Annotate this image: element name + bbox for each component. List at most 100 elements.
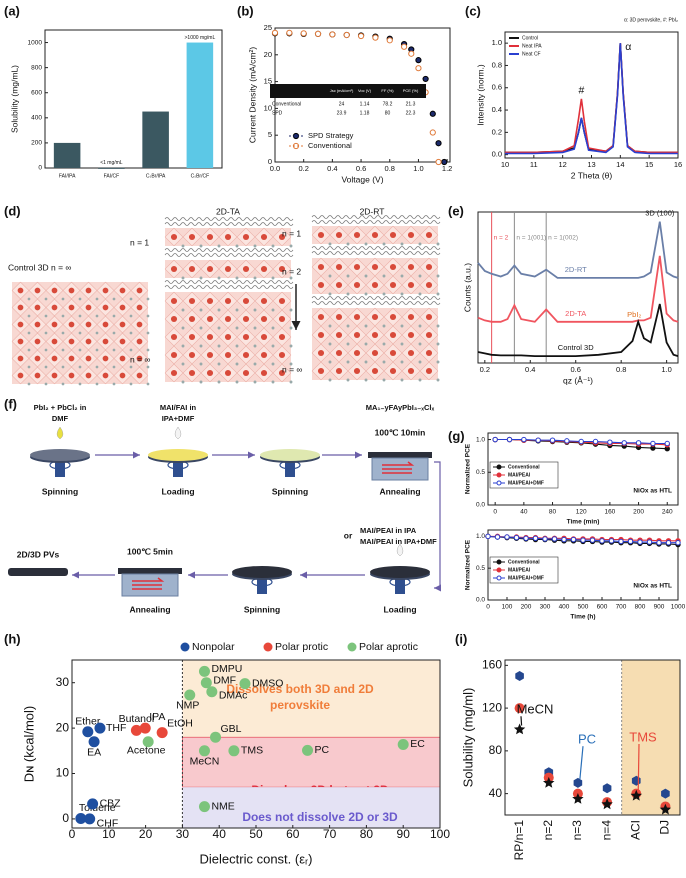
legend-label: Neat IPA bbox=[522, 43, 542, 49]
heater bbox=[132, 577, 165, 590]
lead-atom bbox=[371, 313, 379, 321]
lead-atom bbox=[136, 304, 143, 311]
data-point bbox=[646, 539, 653, 545]
x-tick-label: 120 bbox=[576, 509, 587, 516]
x-tick-label: 13 bbox=[587, 160, 595, 169]
annotation-line bbox=[637, 744, 640, 790]
cation bbox=[289, 380, 293, 384]
x-tick-label: 20 bbox=[139, 827, 153, 841]
y-tick-label: 0 bbox=[268, 157, 272, 166]
data-point bbox=[94, 722, 106, 734]
cation bbox=[217, 326, 221, 330]
cation bbox=[418, 378, 422, 382]
lead-atom bbox=[188, 315, 196, 323]
lead-atom bbox=[85, 287, 92, 294]
annotation-line bbox=[520, 716, 523, 726]
y-tick-label: 20 bbox=[264, 50, 272, 59]
label: Control 3D n = ∞ bbox=[8, 262, 71, 272]
legend-label: MAI/PEAI bbox=[508, 472, 531, 478]
cation bbox=[27, 365, 31, 369]
y-tick-label: 1.0 bbox=[492, 38, 502, 47]
cation bbox=[382, 292, 386, 296]
lead-atom bbox=[224, 333, 232, 341]
lead-atom bbox=[425, 231, 433, 239]
point-label: Butanol bbox=[119, 713, 155, 725]
label: n = ∞ bbox=[130, 354, 150, 364]
region-label: perovskite bbox=[270, 698, 330, 712]
panel-label: (g) bbox=[448, 428, 465, 443]
cation bbox=[199, 380, 203, 384]
lead-atom bbox=[407, 313, 415, 321]
legend-marker bbox=[347, 642, 357, 652]
x-tick-label: 0.2 bbox=[480, 365, 490, 374]
coater-disk bbox=[30, 449, 90, 461]
cation bbox=[328, 378, 332, 382]
lead-atom bbox=[335, 331, 343, 339]
lead-atom bbox=[389, 313, 397, 321]
cation bbox=[44, 314, 48, 318]
coater-disk bbox=[260, 449, 320, 461]
x-tick-label: 10 bbox=[501, 160, 509, 169]
x-axis-label: 2 Theta (θ) bbox=[571, 170, 613, 180]
x-tick-label: FAI/IPA bbox=[59, 173, 76, 179]
device bbox=[8, 568, 68, 576]
lead-atom bbox=[224, 315, 232, 323]
data-point bbox=[635, 440, 642, 446]
lead-atom bbox=[206, 333, 214, 341]
y-axis-label: Solubility (mg/ml) bbox=[460, 688, 475, 788]
legend-marker bbox=[496, 472, 502, 478]
data-point bbox=[302, 744, 314, 756]
lead-atom bbox=[335, 281, 343, 289]
y-axis-label: Intensity (norm.) bbox=[475, 64, 485, 126]
cation bbox=[235, 326, 239, 330]
data-line bbox=[505, 43, 678, 154]
series-label: Control 3D bbox=[558, 343, 594, 352]
data-point bbox=[84, 813, 96, 825]
organic-spacer bbox=[164, 285, 294, 289]
cation bbox=[436, 360, 440, 364]
step-or: or bbox=[344, 530, 353, 540]
peak-label: PbI₂ bbox=[627, 310, 641, 319]
x-tick-label: 50 bbox=[249, 827, 263, 841]
lead-atom bbox=[317, 263, 325, 271]
lead-atom bbox=[17, 355, 24, 362]
lead-atom bbox=[68, 304, 75, 311]
x-axis-label: qz (Å⁻¹) bbox=[563, 375, 593, 385]
data-point bbox=[564, 438, 570, 444]
cation bbox=[112, 382, 116, 386]
cation bbox=[146, 382, 150, 386]
cation bbox=[289, 362, 293, 366]
plot-frame bbox=[504, 659, 681, 816]
annotation: MeCN bbox=[517, 702, 554, 717]
point-label: DMF bbox=[213, 674, 236, 686]
lead-atom bbox=[335, 349, 343, 357]
lead-atom bbox=[206, 297, 214, 305]
droplet bbox=[396, 543, 404, 557]
x-tick-label: 0.2 bbox=[298, 164, 308, 173]
data-point bbox=[343, 31, 350, 39]
y-tick-label: 0.4 bbox=[492, 105, 502, 114]
data-point bbox=[210, 731, 222, 743]
lead-atom bbox=[278, 265, 286, 273]
cation bbox=[289, 308, 293, 312]
cation bbox=[235, 344, 239, 348]
cation bbox=[271, 380, 275, 384]
label: 2D-RT bbox=[360, 206, 385, 216]
data-point bbox=[570, 536, 577, 543]
cation bbox=[289, 344, 293, 348]
coater-disk bbox=[232, 566, 292, 578]
panel-label: (a) bbox=[4, 3, 20, 18]
y-tick-label: 800 bbox=[31, 64, 42, 71]
cation bbox=[199, 244, 203, 248]
cation bbox=[364, 324, 368, 328]
cation bbox=[253, 244, 257, 248]
cation bbox=[61, 365, 65, 369]
data-point bbox=[314, 30, 322, 37]
point-label: PC bbox=[315, 744, 330, 756]
x-tick-label: 0.4 bbox=[327, 164, 337, 173]
cation bbox=[328, 360, 332, 364]
lead-atom bbox=[407, 263, 415, 271]
data-point bbox=[87, 798, 99, 810]
cation bbox=[271, 244, 275, 248]
cation bbox=[271, 308, 275, 312]
